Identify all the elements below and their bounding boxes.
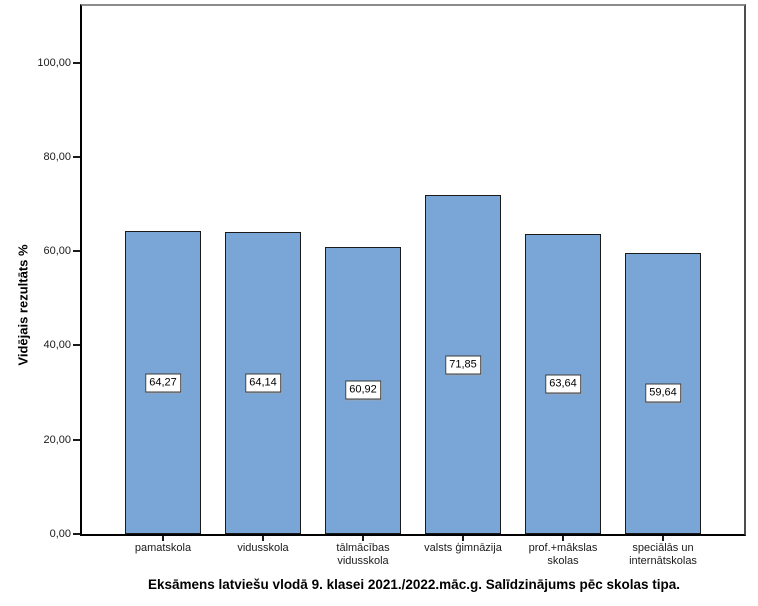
y-tick-label: 100,00 xyxy=(37,56,71,69)
bar-value-label: 59,64 xyxy=(645,383,681,403)
y-tick-mark xyxy=(73,438,80,441)
x-category-label: vidusskola xyxy=(237,542,289,554)
x-category-label: pamatskola xyxy=(134,542,192,554)
bar-value-label: 60,92 xyxy=(345,380,381,400)
chart-title: Eksāmens latviešu vlodā 9. klasei 2021./… xyxy=(147,577,681,592)
y-tick-label: 60,00 xyxy=(43,245,71,258)
bar-value-label: 64,27 xyxy=(145,373,181,392)
x-tick-mark xyxy=(162,536,164,541)
y-tick-label: 40,00 xyxy=(43,339,71,352)
y-tick-mark xyxy=(73,155,80,158)
x-category-label: tālmācības vidusskola xyxy=(336,542,390,567)
y-tick-mark xyxy=(73,61,80,64)
y-tick-label: 80,00 xyxy=(43,150,71,163)
bar-value-label: 64,14 xyxy=(245,373,281,393)
x-tick-mark xyxy=(362,536,364,541)
x-tick-mark xyxy=(562,536,564,541)
plot-area: 64,27 64,14 60,92 71,85 63,64 59,64 xyxy=(80,4,746,536)
x-category-label: speciālās un internātskolas xyxy=(629,542,697,567)
x-category-label: prof.+mākslas skolas xyxy=(528,542,598,567)
bar-value-label: 71,85 xyxy=(445,355,481,375)
x-tick-mark xyxy=(662,536,664,541)
x-tick-mark xyxy=(262,536,264,541)
x-category-label: valsts ģimnāzija xyxy=(424,542,502,554)
bar-value-label: 63,64 xyxy=(545,374,581,394)
y-tick-label: 20,00 xyxy=(43,433,71,446)
y-tick-mark xyxy=(73,250,80,253)
x-tick-mark xyxy=(462,536,464,541)
y-tick-label: 0,00 xyxy=(49,528,71,540)
y-tick-mark xyxy=(73,344,80,347)
y-tick-mark xyxy=(73,533,80,535)
